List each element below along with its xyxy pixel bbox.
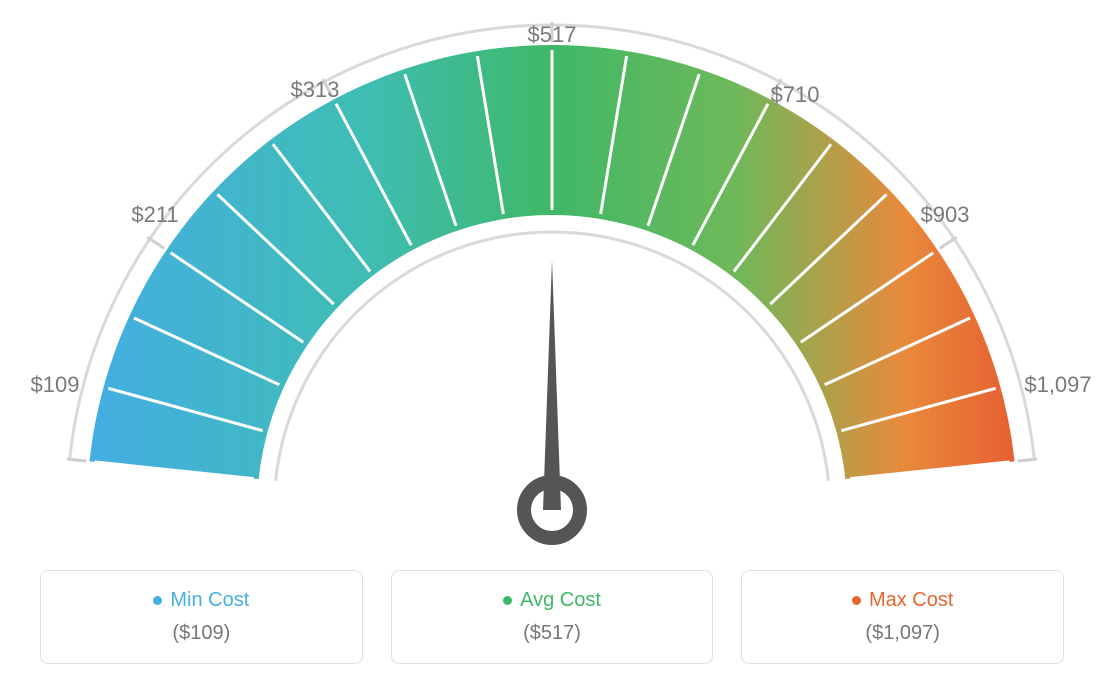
legend-value-max: ($1,097) — [754, 622, 1051, 645]
legend-label-min: Min Cost — [170, 589, 249, 612]
legend-dot-min — [153, 596, 162, 605]
legend-min: Min Cost ($109) — [40, 570, 363, 664]
gauge-tick-label: $1,097 — [1024, 372, 1091, 398]
legend-value-avg: ($517) — [404, 622, 701, 645]
legend-value-min: ($109) — [53, 622, 350, 645]
gauge-chart: $109 $211 $313 $517 $710 $903 $1,097 — [0, 0, 1104, 560]
legend-dot-max — [852, 596, 861, 605]
legend-dot-avg — [503, 596, 512, 605]
gauge-tick-label: $517 — [528, 22, 577, 48]
gauge-svg — [0, 0, 1104, 560]
gauge-tick-label: $903 — [921, 202, 970, 228]
gauge-tick-label: $211 — [131, 202, 178, 228]
legend-label-avg: Avg Cost — [520, 589, 601, 612]
legend-label-max: Max Cost — [869, 589, 953, 612]
gauge-tick-label: $109 — [31, 372, 80, 398]
legend-avg: Avg Cost ($517) — [391, 570, 714, 664]
legend-max: Max Cost ($1,097) — [741, 570, 1064, 664]
gauge-tick-label: $710 — [771, 82, 820, 108]
legend: Min Cost ($109) Avg Cost ($517) Max Cost… — [0, 570, 1104, 664]
gauge-tick-label: $313 — [291, 77, 340, 103]
